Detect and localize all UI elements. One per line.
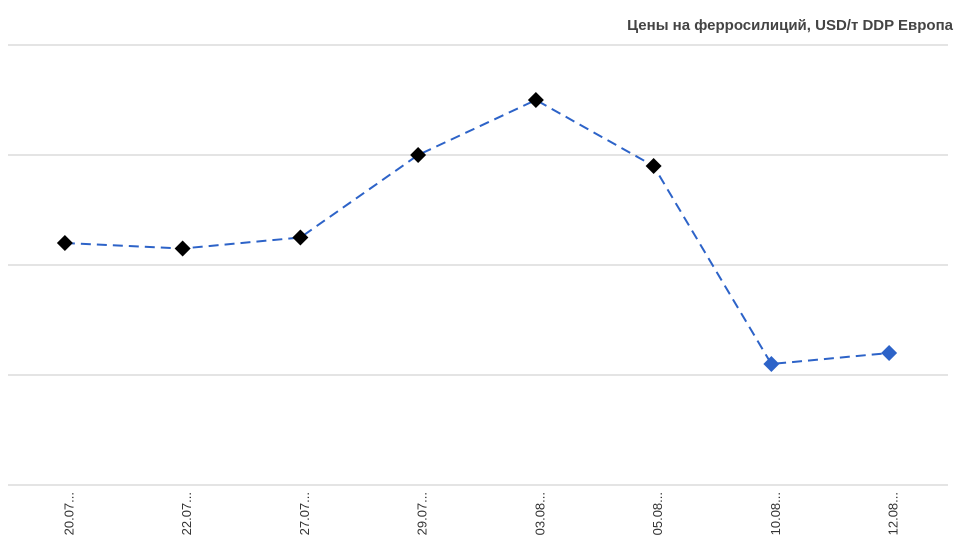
marker [763,356,780,372]
marker [645,158,662,174]
marker [56,235,73,251]
x-tick-label: 27.07... [297,492,312,535]
marker [410,147,427,163]
x-tick-label: 05.08... [650,492,665,535]
x-tick-label: 10.08... [768,492,783,535]
marker [881,345,898,361]
x-tick-label: 20.07... [61,492,76,535]
marker [292,229,309,246]
chart-title: Цены на ферросилиций, USD/т DDP Европа [627,17,953,34]
line [64,98,890,366]
x-tick-label: 03.08... [532,492,547,535]
marker [527,92,544,108]
x-tick-label: 22.07... [179,492,194,535]
x-tick-label: 12.08... [886,492,901,535]
x-tick-label: 29.07... [415,492,430,535]
marker [174,240,191,257]
